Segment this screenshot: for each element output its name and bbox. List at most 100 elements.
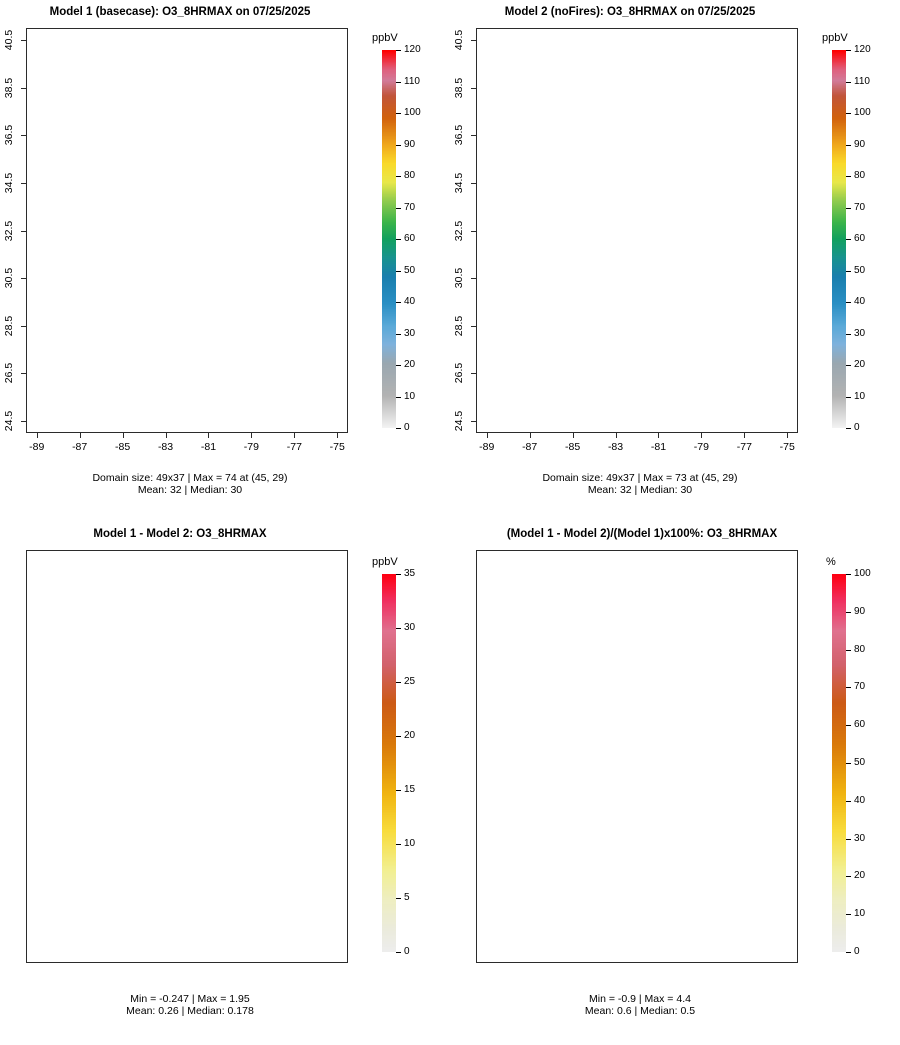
panel3-plot-frame (26, 550, 348, 963)
panel4-colorbar-title: % (826, 556, 836, 568)
x-tick-label: -79 (693, 441, 709, 453)
panel3-caption-line2: Mean: 0.26 | Median: 0.178 (126, 1005, 254, 1017)
x-tick-label: -83 (157, 441, 174, 453)
panel2-plot-frame (476, 28, 798, 433)
y-tick-label: 40.5 (3, 29, 15, 51)
colorbar-tick-label: 80 (854, 170, 866, 181)
y-tick-mark (21, 87, 26, 89)
colorbar-tick-label: 20 (404, 359, 416, 370)
colorbar-tick-mark (396, 736, 401, 737)
colorbar-tick-mark (846, 952, 851, 953)
colorbar-tick-mark (846, 612, 851, 613)
y-tick-label: 26.5 (453, 363, 465, 384)
x-tick-label: -83 (607, 441, 624, 453)
y-tick-label: 30.5 (453, 267, 465, 289)
colorbar-tick-label: 100 (854, 568, 871, 579)
colorbar-tick-mark (846, 801, 851, 802)
panel2-colorbar-gradient (832, 50, 846, 428)
colorbar-tick-label: 70 (854, 202, 866, 213)
panel4-caption-line2: Mean: 0.6 | Median: 0.5 (584, 1005, 696, 1017)
panel3-colorbar-title: ppbV (372, 556, 398, 568)
colorbar-tick-label: 0 (404, 422, 410, 433)
x-tick-mark (615, 433, 617, 438)
colorbar-tick-mark (396, 682, 401, 683)
colorbar-tick-mark (396, 145, 401, 146)
panel-difference: Model 1 - Model 2: O3_8HRMAX Min = -0.24… (0, 522, 450, 1045)
colorbar-tick-mark (396, 50, 401, 51)
y-tick-label: 32.5 (3, 220, 15, 241)
colorbar-tick-label: 90 (404, 139, 416, 150)
y-tick-label: 38.5 (3, 77, 15, 98)
colorbar-tick-label: 10 (854, 908, 866, 919)
colorbar-tick-mark (846, 50, 851, 51)
x-tick-mark (337, 433, 339, 438)
colorbar-tick-mark (396, 113, 401, 114)
panel4-plot-frame (476, 550, 798, 963)
colorbar-tick-mark (846, 82, 851, 83)
colorbar-tick-mark (846, 650, 851, 651)
y-tick-label: 24.5 (3, 410, 15, 432)
panel-model1: Model 1 (basecase): O3_8HRMAX on 07/25/2… (0, 0, 450, 500)
colorbar-tick-label: 120 (404, 44, 421, 55)
panel1-map (26, 28, 348, 433)
colorbar-tick-label: 0 (854, 946, 860, 957)
x-tick-label: -75 (779, 441, 795, 453)
colorbar-tick-mark (846, 271, 851, 272)
colorbar-tick-label: 80 (854, 644, 866, 655)
panel4-title: (Model 1 - Model 2)/(Model 1)x100%: O3_8… (506, 528, 778, 540)
colorbar-tick-mark (396, 790, 401, 791)
x-tick-mark (165, 433, 167, 438)
panel2-title: Model 2 (noFires): O3_8HRMAX on 07/25/20… (504, 6, 756, 18)
colorbar-tick-label: 20 (854, 359, 866, 370)
y-tick-label: 40.5 (453, 29, 465, 51)
panel1-plot-frame (26, 28, 348, 433)
y-tick-label: 30.5 (3, 267, 15, 289)
x-tick-label: -77 (286, 441, 302, 453)
x-tick-mark (122, 433, 124, 438)
colorbar-tick-label: 100 (404, 107, 421, 118)
colorbar-tick-label: 20 (404, 730, 416, 741)
y-tick-mark (471, 135, 476, 137)
x-tick-mark (701, 433, 703, 438)
panel1-title: Model 1 (basecase): O3_8HRMAX on 07/25/2… (49, 6, 311, 18)
panel1-caption-line1: Domain size: 49x37 | Max = 74 at (45, 29… (92, 472, 288, 484)
panel2-caption-line2: Mean: 32 | Median: 30 (587, 484, 693, 496)
colorbar-tick-mark (846, 763, 851, 764)
y-tick-mark (471, 87, 476, 89)
colorbar-tick-mark (846, 876, 851, 877)
panel3-colorbar-gradient (382, 574, 396, 952)
panel1-colorbar-gradient (382, 50, 396, 428)
y-tick-mark (21, 373, 26, 375)
colorbar-tick-mark (396, 397, 401, 398)
x-tick-label: -87 (72, 441, 88, 453)
panel2-colorbar: ppbV 0 10 20 30 40 50 60 70 80 90 100 110 120 (822, 30, 892, 433)
y-tick-mark (21, 325, 26, 327)
colorbar-tick-label: 40 (854, 296, 866, 307)
panel3-title: Model 1 - Model 2: O3_8HRMAX (93, 528, 267, 540)
panel2-colorbar-title: ppbV (822, 32, 848, 44)
panel1-colorbar-title: ppbV (372, 32, 398, 44)
colorbar-tick-label: 70 (854, 681, 866, 692)
x-tick-mark (572, 433, 574, 438)
x-tick-label: -85 (115, 441, 131, 453)
x-tick-mark (36, 433, 38, 438)
y-tick-mark (21, 421, 26, 423)
y-tick-label: 34.5 (453, 172, 465, 194)
colorbar-tick-mark (846, 113, 851, 114)
colorbar-tick-mark (846, 839, 851, 840)
y-tick-mark (471, 421, 476, 423)
colorbar-tick-label: 70 (404, 202, 416, 213)
colorbar-tick-mark (846, 687, 851, 688)
colorbar-tick-label: 60 (854, 233, 866, 244)
colorbar-tick-mark (846, 365, 851, 366)
colorbar-tick-label: 50 (404, 265, 416, 276)
colorbar-tick-mark (846, 725, 851, 726)
y-tick-mark (21, 278, 26, 280)
panel3-colorbar: ppbV 0 5 10 15 20 25 30 35 (372, 554, 442, 957)
colorbar-tick-mark (396, 628, 401, 629)
y-tick-mark (21, 39, 26, 41)
colorbar-tick-label: 40 (854, 795, 866, 806)
colorbar-tick-mark (396, 365, 401, 366)
x-tick-label: -87 (522, 441, 538, 453)
y-tick-mark (471, 278, 476, 280)
